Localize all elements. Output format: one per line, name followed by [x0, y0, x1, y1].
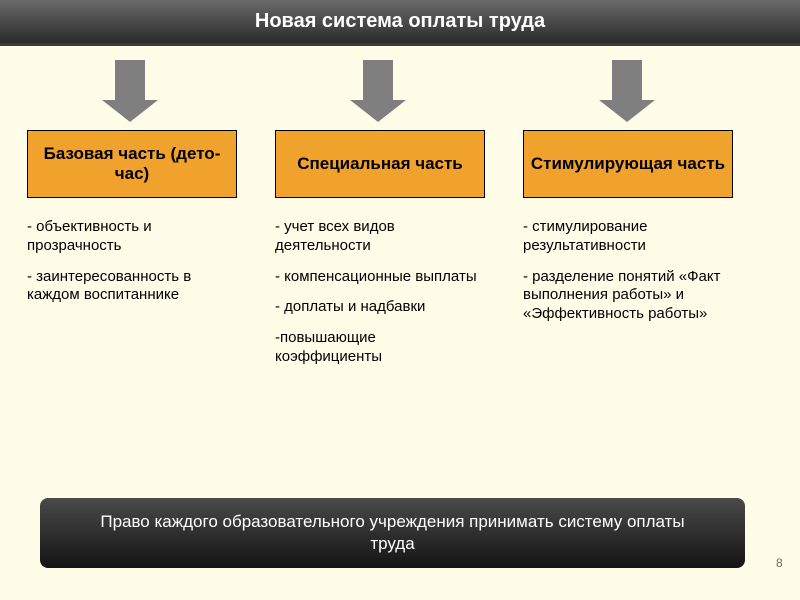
column-box-2: Специальная часть	[275, 130, 485, 198]
footer-text: Право каждого образовательного учреждени…	[80, 511, 705, 555]
bullet-item: - учет всех видов деятельности	[275, 218, 485, 256]
arrow-head	[599, 100, 655, 122]
column-label: Специальная часть	[297, 154, 463, 174]
column-label: Базовая часть (дето-час)	[32, 144, 232, 184]
bullet-item: - доплаты и надбавки	[275, 298, 485, 317]
slide-title-bar: Новая система оплаты труда	[0, 0, 800, 46]
bullet-item: - стимулирование результативности	[523, 218, 741, 256]
arrow-1	[102, 60, 158, 122]
arrow-3	[599, 60, 655, 122]
bullet-item: -повышающие коэффициенты	[275, 329, 485, 367]
slide-canvas: Новая система оплаты труда Базовая часть…	[0, 0, 800, 600]
arrow-stem	[115, 60, 145, 100]
footer-bar: Право каждого образовательного учреждени…	[40, 498, 745, 568]
bullet-list-2: - учет всех видов деятельности - компенса…	[275, 218, 485, 379]
bullet-list-1: - объективность и прозрачность - заинтере…	[27, 218, 237, 317]
bullet-item: - заинтересованность в каждом воспитанни…	[27, 268, 237, 306]
bullet-list-3: - стимулирование результативности - разде…	[523, 218, 741, 336]
column-label: Стимулирующая часть	[531, 154, 725, 174]
page-number: 8	[776, 556, 783, 570]
arrow-head	[350, 100, 406, 122]
arrow-stem	[612, 60, 642, 100]
bullet-item: - разделение понятий «Факт выполнения ра…	[523, 268, 741, 324]
slide-title-text: Новая система оплаты труда	[255, 10, 545, 33]
arrow-stem	[363, 60, 393, 100]
arrow-2	[350, 60, 406, 122]
arrow-head	[102, 100, 158, 122]
column-box-3: Стимулирующая часть	[523, 130, 733, 198]
bullet-item: - компенсационные выплаты	[275, 268, 485, 287]
bullet-item: - объективность и прозрачность	[27, 218, 237, 256]
column-box-1: Базовая часть (дето-час)	[27, 130, 237, 198]
